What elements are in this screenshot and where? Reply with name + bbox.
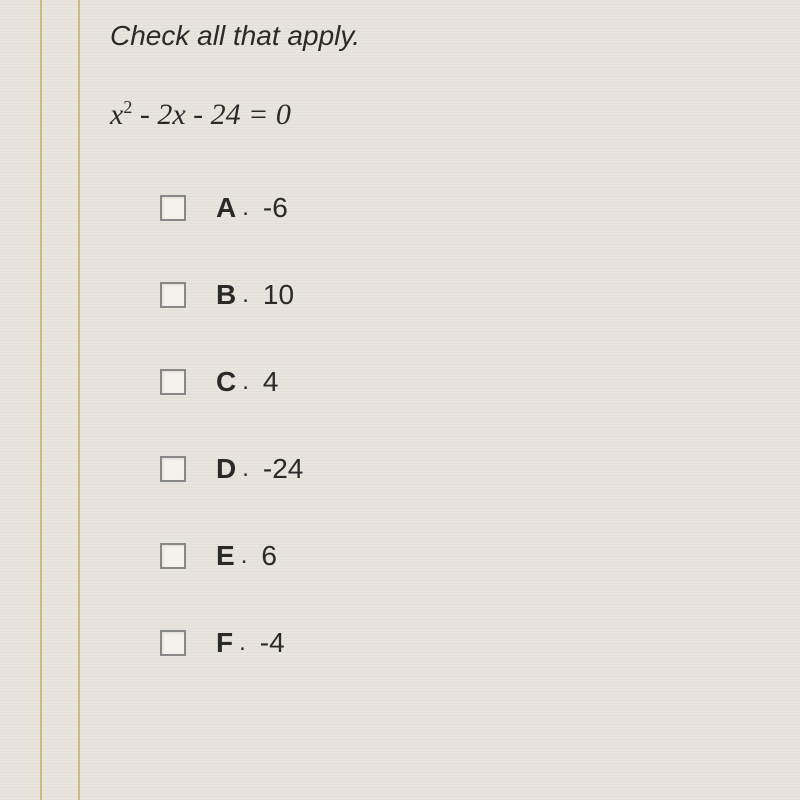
option-c: C . 4 [160, 366, 780, 398]
option-letter: F [216, 627, 233, 659]
option-value: 4 [263, 366, 279, 398]
option-value: -6 [263, 192, 288, 224]
option-d: D . -24 [160, 453, 780, 485]
option-a: A . -6 [160, 192, 780, 224]
option-period: . [239, 629, 246, 657]
equation: x2 - 2x - 24 = 0 [110, 97, 780, 132]
option-value: -4 [260, 627, 285, 659]
checkbox-c[interactable] [160, 369, 186, 395]
checkbox-b[interactable] [160, 282, 186, 308]
option-value: 6 [261, 540, 277, 572]
option-f: F . -4 [160, 627, 780, 659]
option-value: -24 [263, 453, 303, 485]
question-content: Check all that apply. x2 - 2x - 24 = 0 A… [110, 20, 780, 714]
option-b: B . 10 [160, 279, 780, 311]
option-period: . [242, 281, 249, 309]
option-period: . [242, 455, 249, 483]
margin-rule-right [78, 0, 80, 800]
option-letter: C [216, 366, 236, 398]
checkbox-a[interactable] [160, 195, 186, 221]
margin-rule-left [40, 0, 42, 800]
option-period: . [241, 542, 248, 570]
checkbox-e[interactable] [160, 543, 186, 569]
options-list: A . -6 B . 10 C . 4 D . -24 E . 6 [110, 192, 780, 659]
option-letter: E [216, 540, 235, 572]
checkbox-d[interactable] [160, 456, 186, 482]
option-letter: A [216, 192, 236, 224]
option-period: . [242, 368, 249, 396]
option-e: E . 6 [160, 540, 780, 572]
option-value: 10 [263, 279, 294, 311]
option-letter: D [216, 453, 236, 485]
option-letter: B [216, 279, 236, 311]
question-prompt: Check all that apply. [110, 20, 780, 52]
checkbox-f[interactable] [160, 630, 186, 656]
option-period: . [242, 194, 249, 222]
